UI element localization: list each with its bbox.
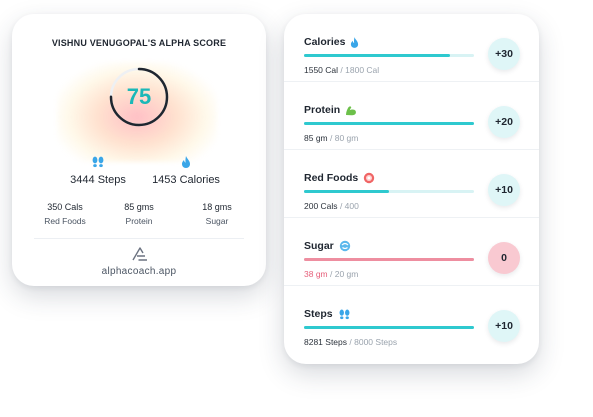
metric-detail: 200 Cals / 400	[304, 201, 359, 211]
metric-progress-track	[304, 122, 474, 125]
mini-stat-value: 85 gms	[124, 202, 154, 212]
mini-stat-label: Protein	[125, 216, 153, 226]
metric-detail: 38 gm / 20 gm	[304, 269, 359, 279]
card-divider	[34, 238, 244, 239]
footprints-icon	[339, 309, 350, 319]
metric-progress-fill	[304, 258, 474, 261]
mini-stat-value: 350 Cals	[47, 202, 83, 212]
metric-title: Calories	[304, 36, 359, 48]
metrics-card: Calories 1550 Cal / 1800 Cal +30 Protein	[284, 14, 539, 364]
metric-title: Protein	[304, 104, 357, 116]
bicep-icon	[346, 105, 357, 115]
metric-row-protein[interactable]: Protein 85 gm / 80 gm +20	[284, 82, 539, 150]
metric-current: 8281 Steps	[304, 337, 348, 347]
metric-current: 85 gm	[304, 133, 328, 143]
metric-detail: 85 gm / 80 gm	[304, 133, 359, 143]
metric-target: 400	[344, 201, 359, 211]
metric-points-badge: +10	[488, 310, 520, 342]
metric-name: Steps	[304, 308, 333, 320]
metric-title: Red Foods	[304, 172, 375, 184]
mini-stat-value: 18 gms	[202, 202, 232, 212]
metric-detail: 8281 Steps / 8000 Steps	[304, 337, 398, 347]
sugar-mini-stat: 18 gms Sugar	[182, 202, 252, 226]
metric-name: Calories	[304, 36, 346, 48]
steps-stat: 3444 Steps	[58, 156, 138, 186]
metric-points-badge: 0	[488, 242, 520, 274]
metric-current: 1550 Cal	[304, 65, 339, 75]
metric-target: 1800 Cal	[345, 65, 380, 75]
calories-stat-label: 1453 Calories	[152, 174, 220, 186]
score-ring	[109, 67, 169, 127]
score-glow	[57, 62, 217, 162]
metric-row-calories[interactable]: Calories 1550 Cal / 1800 Cal +30	[284, 14, 539, 82]
mini-stat-label: Red Foods	[44, 216, 86, 226]
metric-name: Protein	[304, 104, 341, 116]
flame-icon	[182, 156, 190, 168]
steps-stat-label: 3444 Steps	[70, 174, 126, 186]
alpha-score-card: VISHNU VENUGOPAL'S ALPHA SCORE 75 3444 S…	[12, 14, 266, 286]
meat-icon	[364, 172, 375, 184]
red-foods-mini-stat: 350 Cals Red Foods	[30, 202, 100, 226]
footprints-icon	[92, 156, 104, 168]
metric-progress-fill	[304, 54, 451, 57]
metric-points-badge: +30	[488, 38, 520, 70]
metric-row-sugar[interactable]: Sugar 38 gm / 20 gm 0	[284, 218, 539, 286]
metric-progress-fill	[304, 326, 474, 329]
metric-progress-track	[304, 326, 474, 329]
metric-progress-track	[304, 258, 474, 261]
metric-title: Sugar	[304, 240, 351, 252]
flame-icon	[351, 36, 359, 48]
metric-name: Red Foods	[304, 172, 359, 184]
metric-title: Steps	[304, 308, 351, 320]
score-value: 75	[126, 84, 152, 109]
metric-target: 20 gm	[334, 269, 359, 279]
metric-points-badge: +20	[488, 106, 520, 138]
metric-current: 38 gm	[304, 269, 328, 279]
metric-name: Sugar	[304, 240, 334, 252]
metric-progress-fill	[304, 122, 474, 125]
metric-progress-track	[304, 54, 474, 57]
brand-url[interactable]: alphacoach.app	[101, 266, 177, 277]
metric-detail: 1550 Cal / 1800 Cal	[304, 65, 380, 75]
candy-icon	[339, 240, 350, 252]
calories-stat: 1453 Calories	[140, 156, 232, 186]
metric-current: 200 Cals	[304, 201, 338, 211]
metric-row-red-foods[interactable]: Red Foods 200 Cals / 400 +10	[284, 150, 539, 218]
metric-target: 80 gm	[334, 133, 359, 143]
metric-target: 8000 Steps	[354, 337, 398, 347]
mini-stat-label: Sugar	[205, 216, 229, 226]
metric-points-badge: +10	[488, 174, 520, 206]
metric-row-steps[interactable]: Steps 8281 Steps / 8000 Steps +10	[284, 286, 539, 354]
protein-mini-stat: 85 gms Protein	[104, 202, 174, 226]
score-title: VISHNU VENUGOPAL'S ALPHA SCORE	[51, 38, 227, 48]
metric-progress-track	[304, 190, 474, 193]
alphacoach-logo-icon	[132, 247, 147, 261]
metric-progress-fill	[304, 190, 389, 193]
